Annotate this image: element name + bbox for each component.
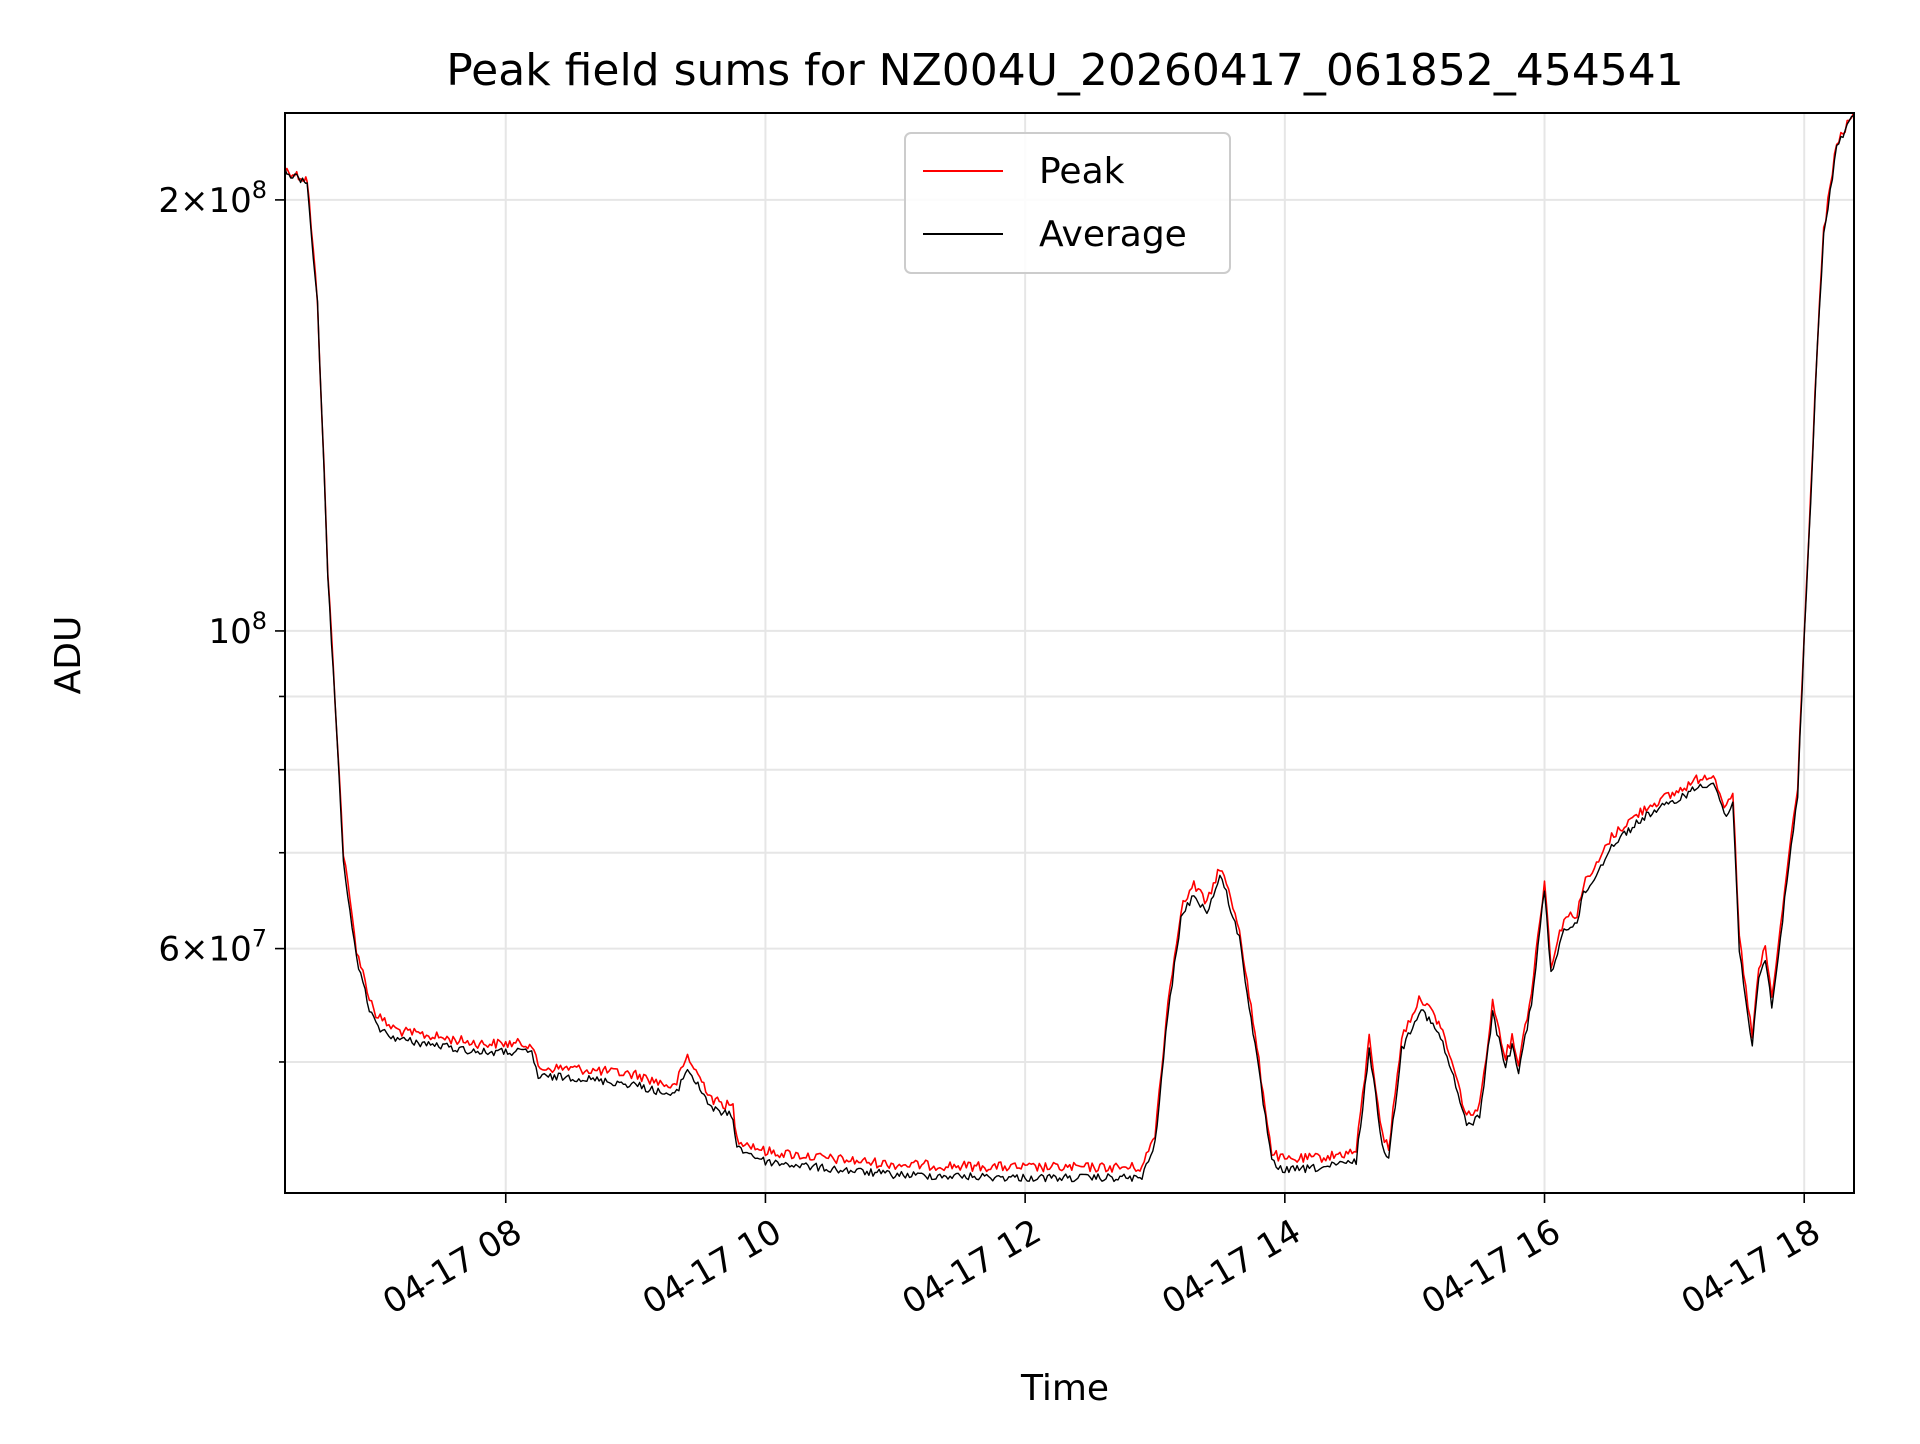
legend-box bbox=[904, 132, 1231, 274]
plot-frame bbox=[284, 112, 1855, 1194]
y-axis-label: ADU bbox=[48, 616, 89, 695]
chart-title: Peak field sums for NZ004U_20260417_0618… bbox=[446, 45, 1684, 96]
y-tick-label: 108 bbox=[208, 607, 267, 652]
y-tick-mantissa: 6 bbox=[158, 930, 180, 970]
series-line-peak bbox=[285, 113, 1854, 1173]
legend: Peak Average bbox=[904, 132, 1231, 274]
y-tick-mantissa: 2 bbox=[158, 181, 180, 221]
legend-label: Peak bbox=[1039, 151, 1125, 192]
y-tick-label: 6×107 bbox=[158, 925, 267, 970]
grid-lines bbox=[285, 113, 1854, 1193]
legend-label: Average bbox=[1039, 214, 1187, 255]
series-layer bbox=[285, 113, 1854, 1183]
series-line-average bbox=[285, 115, 1854, 1183]
y-tick-times: ×10 bbox=[180, 181, 252, 221]
y-tick-exponent: 7 bbox=[252, 925, 267, 953]
y-tick-base: 10 bbox=[208, 612, 251, 652]
x-axis-label: Time bbox=[1020, 1368, 1109, 1409]
y-tick-times: ×10 bbox=[180, 930, 252, 970]
y-tick-exponent: 8 bbox=[252, 607, 267, 635]
y-tick-exponent: 8 bbox=[252, 176, 267, 204]
y-tick-label: 2×108 bbox=[158, 176, 267, 221]
